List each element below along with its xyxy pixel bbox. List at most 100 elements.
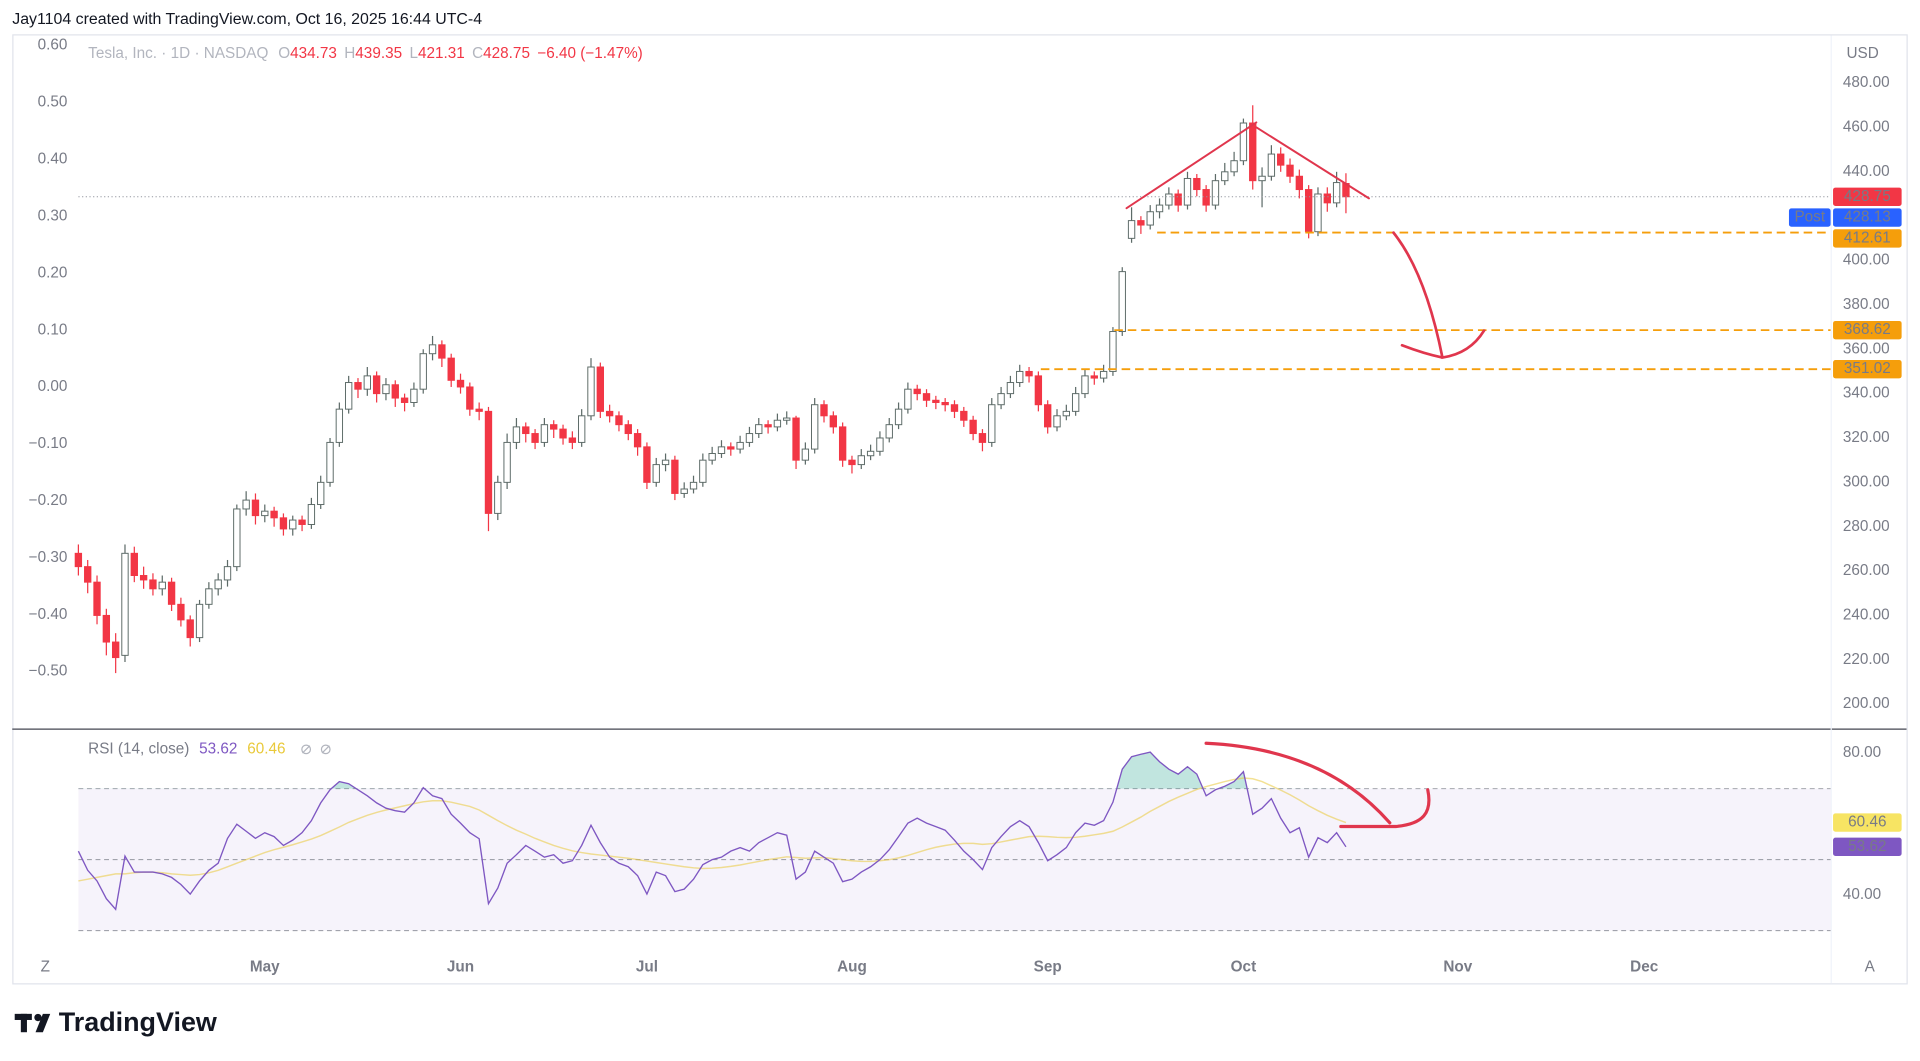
logo-part bbox=[35, 1013, 51, 1033]
candle-body bbox=[503, 441, 511, 483]
rsi-tick-label: 80.00 bbox=[1843, 744, 1881, 761]
left-tick-label: 0.00 bbox=[38, 378, 68, 395]
candle-body bbox=[811, 404, 819, 450]
post-price-box bbox=[1833, 208, 1902, 227]
candle-body bbox=[428, 344, 437, 355]
candle-body bbox=[596, 366, 604, 412]
candle-body bbox=[242, 499, 250, 510]
price-lines: 428.75 428.13 Post 412.61 368.62 351.02 60.46 5… bbox=[78, 187, 1902, 856]
rsi-legend: RSI (14, close) 53.62 60.46 bbox=[88, 740, 285, 757]
level-label: 368.62 bbox=[1844, 321, 1891, 338]
candle-body bbox=[512, 426, 521, 443]
left-tick-label: −0.40 bbox=[29, 606, 68, 623]
candle-body bbox=[540, 424, 549, 443]
currency: USD bbox=[1847, 45, 1879, 62]
candle-body bbox=[1165, 193, 1173, 206]
x-tick-label: May bbox=[250, 958, 280, 975]
candle-body bbox=[1211, 180, 1220, 206]
candle-body bbox=[400, 397, 409, 403]
y-tick-label: 320.00 bbox=[1843, 429, 1890, 446]
candle-body bbox=[1109, 331, 1117, 372]
symbol-legend: Tesla, Inc. · 1D · NASDAQ O434.73 H439.35 L… bbox=[88, 45, 643, 62]
candle-body bbox=[652, 464, 660, 483]
level-label: 412.61 bbox=[1844, 229, 1891, 246]
candle-body bbox=[838, 426, 847, 461]
logo-icon bbox=[14, 1013, 51, 1033]
candle-body bbox=[624, 424, 632, 435]
candle-body bbox=[475, 408, 483, 412]
candle-body bbox=[680, 488, 688, 494]
arrow-drawing bbox=[1204, 741, 1431, 829]
candle-body bbox=[1332, 182, 1341, 204]
candle-body bbox=[885, 424, 893, 439]
candle-body bbox=[866, 450, 875, 457]
chart-frame bbox=[12, 34, 1908, 985]
candle-body bbox=[447, 357, 455, 381]
candle-body bbox=[111, 641, 120, 659]
drawings bbox=[1125, 121, 1486, 829]
logo-text: TradingView bbox=[59, 1007, 217, 1037]
ohlc-value: 439.35 bbox=[355, 45, 402, 62]
y-tick-label: 200.00 bbox=[1843, 695, 1890, 712]
candle-body bbox=[1025, 370, 1033, 377]
candle-body bbox=[820, 404, 828, 417]
candle-body bbox=[93, 581, 101, 616]
candle-body bbox=[1267, 153, 1276, 177]
candle-body bbox=[764, 424, 772, 428]
left-tick-label: −0.50 bbox=[29, 663, 68, 680]
candle-body bbox=[466, 386, 474, 410]
candle-body bbox=[531, 433, 539, 443]
x-tick-label: Sep bbox=[1034, 958, 1062, 975]
candle-body bbox=[195, 603, 204, 639]
rsi-line bbox=[77, 751, 1347, 911]
change: −6.40 (−1.47%) bbox=[537, 45, 642, 62]
rsi-visibility-icons bbox=[301, 744, 331, 755]
candle-body bbox=[1034, 375, 1043, 406]
candle-body bbox=[391, 384, 399, 399]
y-tick-label: 480.00 bbox=[1843, 74, 1890, 91]
candle-body bbox=[773, 419, 782, 428]
candle-body bbox=[717, 446, 726, 455]
left-tick-label: 0.10 bbox=[38, 321, 68, 338]
candle-body bbox=[279, 517, 288, 530]
rsi-tick-label: 40.00 bbox=[1843, 886, 1881, 903]
candle-body bbox=[1118, 271, 1126, 333]
candle-body bbox=[344, 382, 353, 410]
candle-body bbox=[1099, 370, 1108, 379]
y-tick-label: 300.00 bbox=[1843, 473, 1890, 490]
candle-body bbox=[1137, 220, 1145, 226]
post-tag: Post bbox=[1794, 209, 1825, 226]
candle-body bbox=[792, 417, 800, 461]
ohlc-value: 421.31 bbox=[418, 45, 465, 62]
candle-body bbox=[205, 588, 213, 605]
candle-body bbox=[456, 379, 465, 388]
candle-body bbox=[727, 446, 735, 450]
candle-body bbox=[102, 614, 111, 643]
candle-body bbox=[372, 375, 381, 395]
y-tick-label: 360.00 bbox=[1843, 340, 1890, 357]
rsi-ma-line bbox=[78, 777, 1347, 882]
left-tick-label: 0.30 bbox=[38, 207, 68, 224]
candle-body bbox=[801, 448, 810, 461]
y-tick-label: 240.00 bbox=[1843, 606, 1890, 623]
candle-body bbox=[214, 579, 222, 590]
y-tick-label: 400.00 bbox=[1843, 252, 1890, 269]
ohlc-key: H bbox=[344, 45, 355, 62]
axis-button[interactable]: A bbox=[1865, 958, 1876, 975]
candle-body bbox=[270, 510, 278, 519]
candle-body bbox=[307, 504, 316, 525]
y-tick-label: 260.00 bbox=[1843, 562, 1890, 579]
candle-body bbox=[745, 433, 754, 443]
candle-body bbox=[1062, 410, 1071, 417]
candle-body bbox=[1258, 175, 1266, 182]
y-tick-label: 380.00 bbox=[1843, 296, 1890, 313]
post-tag-box bbox=[1788, 208, 1831, 227]
candle-body bbox=[223, 566, 232, 581]
rsi-value-label: 53.62 bbox=[1848, 838, 1886, 855]
candle-body bbox=[960, 410, 968, 421]
ohlc-key: O bbox=[278, 45, 290, 62]
axis-button[interactable]: Z bbox=[41, 958, 50, 975]
candle-body bbox=[419, 353, 427, 390]
